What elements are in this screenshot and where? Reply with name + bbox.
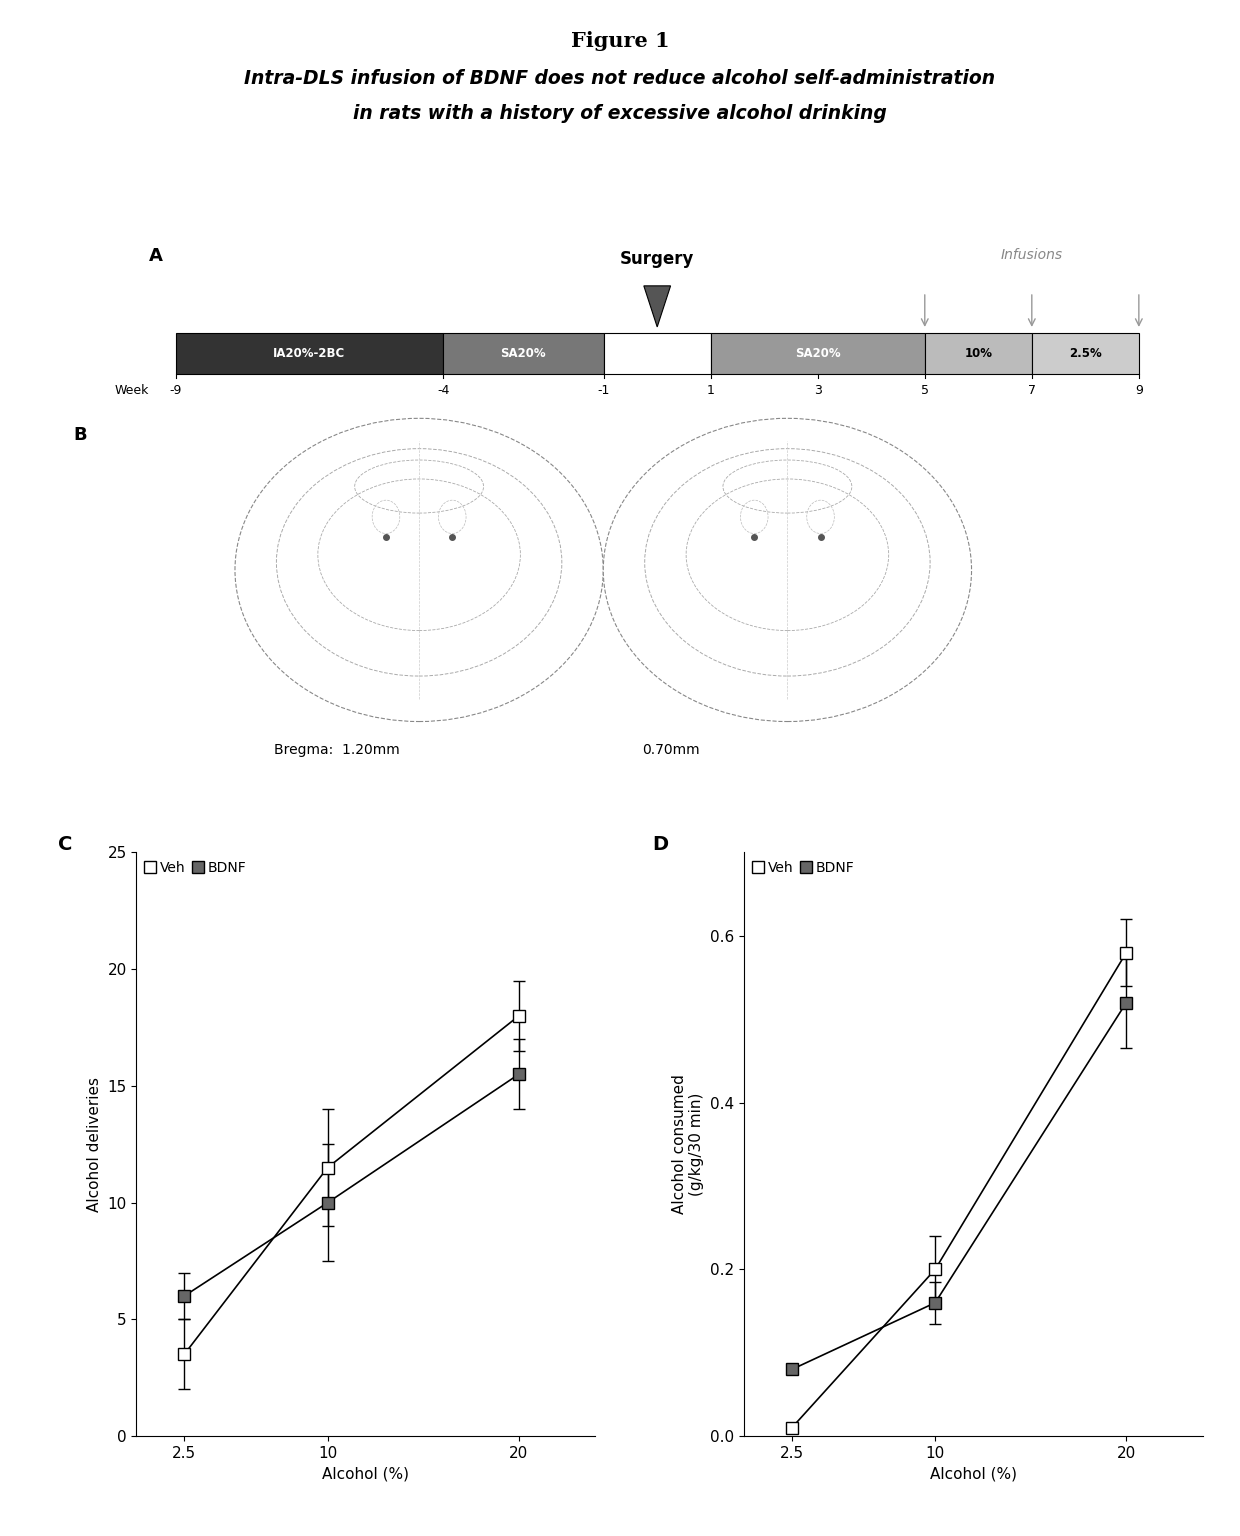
FancyBboxPatch shape bbox=[604, 333, 711, 375]
Legend: Veh, BDNF: Veh, BDNF bbox=[746, 856, 859, 880]
Text: Bregma:  1.20mm: Bregma: 1.20mm bbox=[274, 743, 399, 757]
Y-axis label: Alcohol deliveries: Alcohol deliveries bbox=[87, 1077, 102, 1212]
FancyBboxPatch shape bbox=[1032, 333, 1138, 375]
Text: SA20%: SA20% bbox=[501, 347, 547, 359]
Text: A: A bbox=[149, 247, 162, 264]
FancyBboxPatch shape bbox=[711, 333, 925, 375]
Text: 3: 3 bbox=[813, 384, 822, 398]
X-axis label: Alcohol (%): Alcohol (%) bbox=[322, 1467, 409, 1481]
Text: IA20%-2BC: IA20%-2BC bbox=[273, 347, 346, 359]
Text: D: D bbox=[652, 836, 668, 854]
Text: -9: -9 bbox=[170, 384, 182, 398]
Text: 7: 7 bbox=[1028, 384, 1035, 398]
Text: -1: -1 bbox=[598, 384, 610, 398]
FancyBboxPatch shape bbox=[176, 333, 443, 375]
Text: Week: Week bbox=[114, 384, 149, 398]
Text: -4: -4 bbox=[436, 384, 449, 398]
Legend: Veh, BDNF: Veh, BDNF bbox=[139, 856, 252, 880]
Ellipse shape bbox=[236, 418, 603, 722]
Text: C: C bbox=[58, 836, 73, 854]
Text: Infusions: Infusions bbox=[1001, 247, 1063, 263]
Polygon shape bbox=[644, 286, 671, 327]
Text: SA20%: SA20% bbox=[795, 347, 841, 359]
Text: 9: 9 bbox=[1135, 384, 1143, 398]
Ellipse shape bbox=[603, 418, 972, 722]
Text: 2.5%: 2.5% bbox=[1069, 347, 1101, 359]
FancyBboxPatch shape bbox=[925, 333, 1032, 375]
Text: Figure 1: Figure 1 bbox=[570, 31, 670, 51]
Y-axis label: Alcohol consumed
(g/kg/30 min): Alcohol consumed (g/kg/30 min) bbox=[672, 1074, 704, 1215]
Text: Intra-DLS infusion of BDNF does not reduce alcohol self-administration: Intra-DLS infusion of BDNF does not redu… bbox=[244, 69, 996, 88]
FancyBboxPatch shape bbox=[443, 333, 604, 375]
Text: 5: 5 bbox=[921, 384, 929, 398]
Text: in rats with a history of excessive alcohol drinking: in rats with a history of excessive alco… bbox=[353, 104, 887, 123]
X-axis label: Alcohol (%): Alcohol (%) bbox=[930, 1467, 1017, 1481]
Text: 10%: 10% bbox=[965, 347, 992, 359]
Text: 1: 1 bbox=[707, 384, 714, 398]
Text: B: B bbox=[73, 425, 87, 444]
Text: 0.70mm: 0.70mm bbox=[642, 743, 699, 757]
Text: Surgery: Surgery bbox=[620, 250, 694, 269]
